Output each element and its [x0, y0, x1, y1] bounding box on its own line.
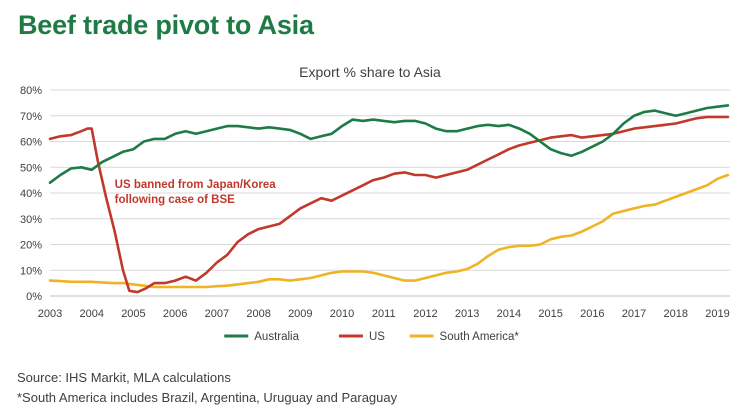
- y-tick-label: 0%: [26, 291, 42, 303]
- x-tick-label: 2013: [455, 308, 479, 320]
- chart-title: Export % share to Asia: [299, 64, 441, 80]
- x-tick-label: 2010: [330, 308, 354, 320]
- x-tick-label: 2019: [705, 308, 729, 320]
- series-line-us: [48, 115, 730, 294]
- y-tick-label: 20%: [20, 240, 42, 252]
- annotation-text: following case of BSE: [115, 194, 235, 206]
- x-tick-label: 2009: [288, 308, 312, 320]
- y-tick-label: 70%: [20, 111, 42, 123]
- page-title: Beef trade pivot to Asia: [18, 10, 314, 40]
- x-tick-label: 2018: [664, 308, 688, 320]
- x-tick-label: 2007: [205, 308, 229, 320]
- x-axis-tick-labels: 2003 2004 2005 2006 2007 2008 2009 2010 2011 2012…: [38, 308, 730, 320]
- x-tick-label: 2016: [580, 308, 604, 320]
- legend-label: Australia: [254, 331, 299, 343]
- y-tick-label: 40%: [20, 188, 42, 200]
- line-chart: Export % share to Asia 0% 10% 20% 30% 40% 50%…: [0, 55, 740, 355]
- series-line-australia: [48, 104, 730, 184]
- x-tick-label: 2011: [372, 308, 396, 320]
- y-tick-label: 60%: [20, 137, 42, 149]
- x-tick-label: 2004: [79, 308, 103, 320]
- y-tick-label: 10%: [20, 265, 42, 277]
- series-line-south-america: [48, 173, 730, 289]
- annotation: US banned from Japan/Korea following case…: [115, 179, 277, 206]
- x-tick-label: 2005: [121, 308, 145, 320]
- x-tick-label: 2012: [413, 308, 437, 320]
- legend-label: South America*: [440, 331, 520, 343]
- legend: Australia US South America*: [224, 331, 519, 343]
- y-axis-tick-labels: 0% 10% 20% 30% 40% 50% 60% 70% 80%: [20, 85, 42, 303]
- x-tick-label: 2014: [497, 308, 521, 320]
- source-note: Source: IHS Markit, MLA calculations: [17, 370, 231, 385]
- chart-svg: Export % share to Asia 0% 10% 20% 30% 40% 50%…: [20, 64, 730, 343]
- x-tick-label: 2003: [38, 308, 62, 320]
- y-tick-label: 30%: [20, 214, 42, 226]
- y-tick-label: 50%: [20, 162, 42, 174]
- x-tick-label: 2006: [163, 308, 187, 320]
- x-tick-label: 2008: [246, 308, 270, 320]
- annotation-text: US banned from Japan/Korea: [115, 179, 277, 191]
- grid-lines: [50, 89, 730, 297]
- series-lines: [48, 104, 730, 294]
- x-tick-label: 2015: [538, 308, 562, 320]
- legend-label: US: [369, 331, 385, 343]
- footnote: *South America includes Brazil, Argentin…: [17, 390, 398, 405]
- x-tick-label: 2017: [622, 308, 646, 320]
- y-tick-label: 80%: [20, 85, 42, 97]
